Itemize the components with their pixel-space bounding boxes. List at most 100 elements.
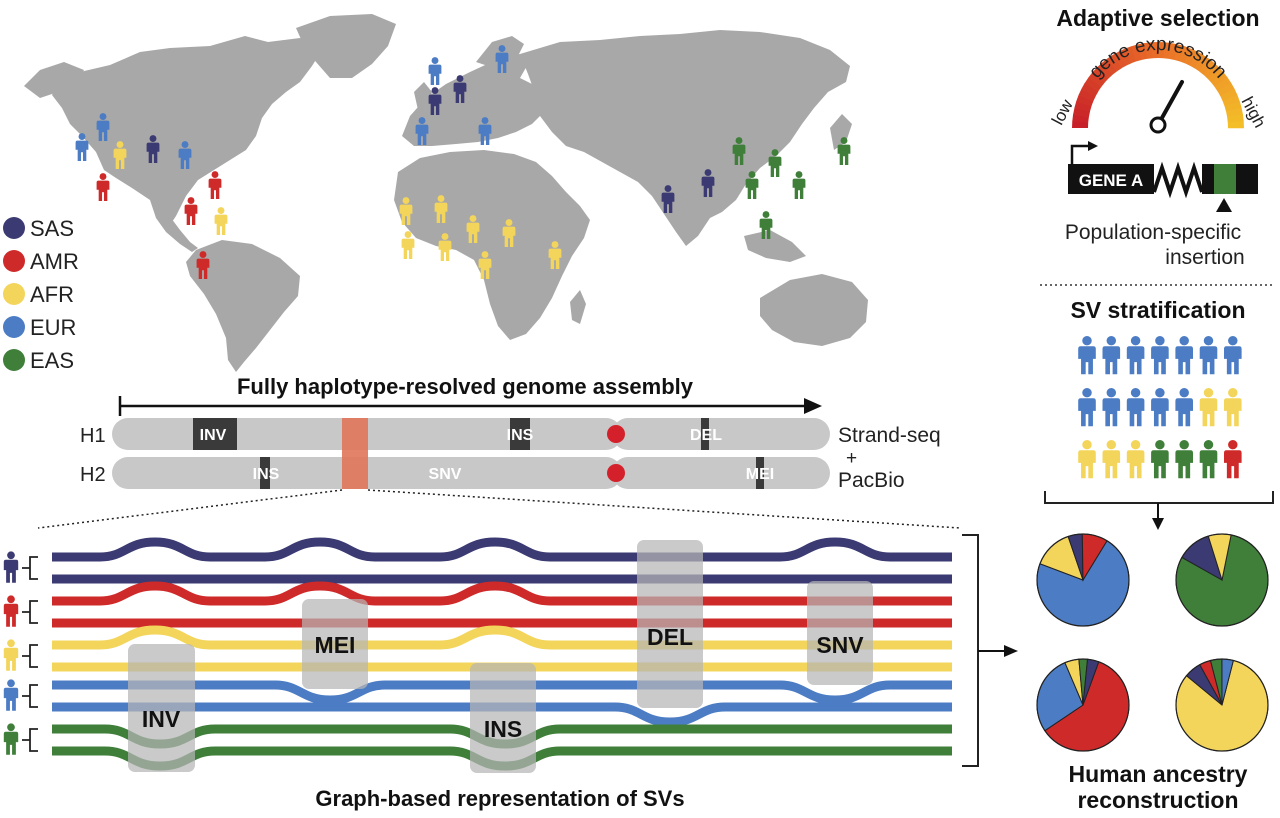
- legend-label-sas: SAS: [30, 216, 74, 241]
- insertion-marker: [1216, 198, 1232, 212]
- australia: [760, 274, 868, 346]
- gauge-arc-segment: [1078, 88, 1096, 102]
- strat-person-afr: [1199, 387, 1218, 427]
- legend-label-amr: AMR: [30, 249, 79, 274]
- people-grid: [1078, 335, 1242, 479]
- legend-label-eas: EAS: [30, 348, 74, 373]
- strat-person-eas: [1175, 439, 1193, 479]
- europe: [402, 54, 548, 146]
- gauge-arc-segment: [1092, 67, 1109, 83]
- greenland: [296, 14, 396, 78]
- gauge-arc-segment: [1211, 72, 1228, 88]
- strat-person-eur: [1102, 387, 1121, 427]
- graph-person-eur: [3, 679, 19, 711]
- sv-box-label-inv: INV: [142, 706, 181, 732]
- japan: [830, 114, 852, 150]
- gauge-arc-segment: [1088, 71, 1105, 87]
- strat-person-eur: [1199, 335, 1218, 375]
- gauge-arc-segment: [1203, 62, 1219, 79]
- h2-sv-label-snv: SNV: [429, 466, 462, 483]
- haplotype-path-eur: [52, 702, 952, 727]
- graph-title: Graph-based representation of SVs: [315, 786, 684, 811]
- assembly-section: Fully haplotype-resolved genome assembly…: [80, 374, 941, 492]
- gauge-arc-segment: [1189, 51, 1204, 69]
- sv-box-inv: [128, 644, 195, 772]
- strat-person-eur: [1151, 335, 1169, 375]
- graph-bracket-eas: [22, 728, 38, 752]
- map-person-afr: [214, 207, 228, 235]
- assembly-title: Fully haplotype-resolved genome assembly: [237, 374, 694, 399]
- gauge-arc-segment: [1227, 114, 1244, 123]
- sv-box-ins: [470, 663, 536, 773]
- gauge-arc-segment: [1214, 77, 1232, 92]
- gauge-arc-segment: [1199, 58, 1215, 75]
- zoom-line-right: [367, 489, 961, 529]
- gauge-arc-segment: [1113, 51, 1127, 69]
- gauge-arc-segment: [1073, 107, 1090, 117]
- ancestry-section: Human ancestry reconstruction: [1036, 533, 1269, 813]
- gauge-arc-segment: [1226, 107, 1243, 118]
- gauge-arc-segment: [1169, 43, 1179, 60]
- h1-chromosome-right: [612, 418, 830, 450]
- tech-plus: +: [846, 448, 857, 469]
- gauge-arc-segment: [1081, 82, 1099, 97]
- zoom-line-left: [37, 489, 343, 529]
- highlight-region: [342, 418, 368, 489]
- tech-pacbio: PacBio: [838, 469, 905, 492]
- strat-person-amr: [1224, 439, 1242, 479]
- haplotype-path-amr: [52, 581, 952, 606]
- strat-person-afr: [1102, 439, 1121, 479]
- gauge-arc-segment: [1217, 83, 1235, 97]
- uk: [414, 82, 432, 110]
- graph-person-sas: [3, 551, 19, 583]
- strat-person-eur: [1126, 335, 1145, 375]
- strat-person-afr: [1224, 387, 1242, 427]
- strat-person-eur: [1224, 335, 1242, 375]
- pie-2-outline: [1175, 533, 1269, 627]
- gauge-arc-segment: [1151, 42, 1159, 59]
- h1-ins-mark: [510, 418, 530, 450]
- gauge-arc-segment: [1119, 48, 1132, 66]
- gauge-arc-segment: [1084, 77, 1102, 92]
- graph-person-eas: [3, 723, 19, 755]
- sv-box-label-del: DEL: [647, 624, 693, 650]
- insertion-block: [1214, 164, 1236, 194]
- north-america: [52, 36, 322, 228]
- graph-bracket-eur: [22, 684, 38, 708]
- stratification-arrowhead: [1152, 518, 1164, 530]
- gauge-arc-segment: [1107, 54, 1122, 72]
- south-america: [186, 240, 300, 372]
- gene-a-label: GENE A: [1079, 171, 1144, 190]
- stratification-section: SV stratification: [1044, 297, 1274, 530]
- adaptive-selection-section: Adaptive selection gene expression low h…: [1048, 5, 1269, 269]
- sv-box-del: [637, 540, 703, 708]
- gauge-arc-segment: [1076, 94, 1094, 107]
- pie-4-outline: [1175, 658, 1269, 752]
- gauge-arc-segment: [1102, 58, 1118, 75]
- world-map: [24, 14, 868, 372]
- map-person-amr: [184, 197, 198, 225]
- map-person-amr: [208, 171, 222, 199]
- legend-swatch-amr: [3, 250, 25, 272]
- map-person-amr: [96, 173, 110, 201]
- ancestry-pies: [1036, 533, 1269, 752]
- map-person-afr: [401, 231, 415, 259]
- haplotype-path-eur: [52, 680, 952, 705]
- gauge-arc-segment: [1207, 67, 1224, 83]
- gauge-arc-segment: [1137, 43, 1148, 60]
- tech-strand-seq: Strand-seq: [838, 424, 941, 447]
- stratification-title: SV stratification: [1070, 297, 1245, 323]
- h1-centromere: [607, 425, 625, 443]
- strat-person-eur: [1102, 335, 1121, 375]
- asia: [520, 30, 850, 246]
- strat-person-eur: [1078, 335, 1096, 375]
- h2-ins-mark: [260, 457, 270, 489]
- haplotype-path-sas: [52, 537, 952, 562]
- gauge-pivot: [1149, 116, 1167, 134]
- strat-person-eur: [1175, 335, 1193, 375]
- strat-person-eur: [1078, 387, 1096, 427]
- legend-swatch-afr: [3, 283, 25, 305]
- population-legend: SAS AMR AFR EUR EAS: [3, 216, 79, 373]
- map-person-eur: [428, 57, 442, 85]
